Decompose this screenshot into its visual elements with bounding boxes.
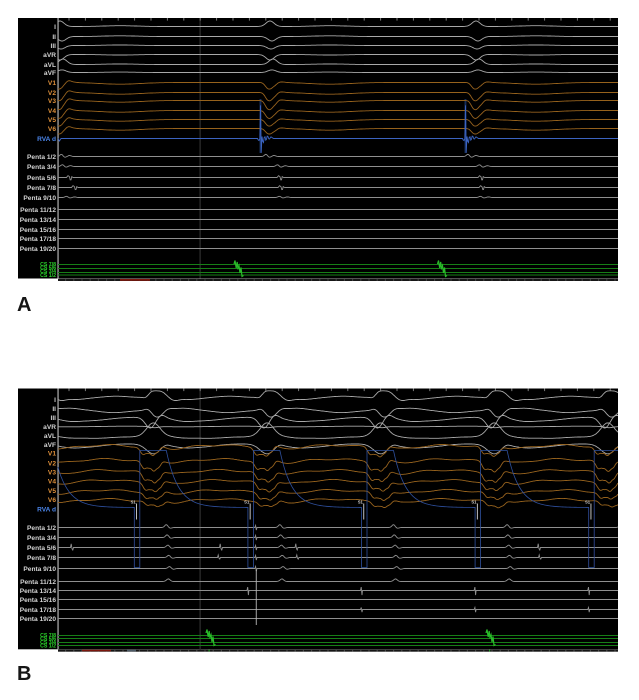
svg-text:Penta 3/4: Penta 3/4 [27,535,56,542]
svg-text:RVA d: RVA d [37,136,56,143]
svg-text:Penta 17/18: Penta 17/18 [20,236,57,243]
svg-text:B: B [17,663,31,685]
svg-text:II: II [52,406,56,413]
svg-text:Penta 13/14: Penta 13/14 [20,588,57,595]
svg-text:Penta 13/14: Penta 13/14 [20,217,57,224]
svg-text:Penta 1/2: Penta 1/2 [27,525,56,532]
svg-text:V1: V1 [48,451,56,458]
svg-text:S1: S1 [585,500,591,505]
svg-text:Penta 9/10: Penta 9/10 [23,566,56,573]
svg-text:aVF: aVF [44,70,56,77]
svg-text:III: III [51,415,57,422]
svg-text:Penta 19/20: Penta 19/20 [20,616,57,623]
svg-text:aVF: aVF [44,442,56,449]
svg-text:CS 1/2: CS 1/2 [40,273,56,279]
svg-text:Penta 17/18: Penta 17/18 [20,607,57,614]
svg-text:Penta 11/12: Penta 11/12 [20,207,56,214]
svg-text:S1: S1 [358,500,364,505]
svg-text:aVL: aVL [44,433,56,440]
svg-text:Penta 9/10: Penta 9/10 [23,195,56,202]
svg-text:V3: V3 [48,469,56,476]
svg-text:Penta 19/20: Penta 19/20 [20,246,57,253]
svg-text:CS 1/2: CS 1/2 [40,644,56,650]
svg-text:Penta 7/8: Penta 7/8 [27,555,56,562]
svg-text:V6: V6 [48,497,56,504]
svg-text:Penta 5/6: Penta 5/6 [27,175,56,182]
svg-text:V5: V5 [48,488,56,495]
svg-text:V6: V6 [48,126,56,133]
svg-text:Penta 15/16: Penta 15/16 [20,227,57,234]
svg-text:II: II [52,34,56,41]
svg-text:CS 3/4: CS 3/4 [40,640,56,646]
svg-text:V2: V2 [48,90,56,97]
svg-text:III: III [51,43,57,50]
svg-text:CS 5/6: CS 5/6 [40,265,56,271]
svg-text:Penta 7/8: Penta 7/8 [27,185,56,192]
svg-text:CS 7/8: CS 7/8 [40,633,56,639]
svg-text:I: I [54,397,56,404]
svg-text:V2: V2 [48,460,56,467]
svg-text:Penta 11/12: Penta 11/12 [20,579,56,586]
svg-text:Penta 1/2: Penta 1/2 [27,154,56,161]
svg-text:Penta 15/16: Penta 15/16 [20,597,57,604]
svg-text:RVA d: RVA d [37,507,56,514]
svg-text:V4: V4 [48,108,56,115]
svg-text:S1: S1 [244,500,250,505]
svg-text:A: A [17,294,31,316]
svg-text:V4: V4 [48,479,56,486]
svg-text:aVR: aVR [43,424,56,431]
svg-text:Penta 5/6: Penta 5/6 [27,545,56,552]
svg-text:V5: V5 [48,117,56,124]
svg-text:I: I [54,24,56,31]
svg-text:aVR: aVR [43,52,56,59]
svg-text:V1: V1 [48,80,56,87]
svg-text:V3: V3 [48,98,56,105]
svg-text:S1: S1 [131,500,137,505]
svg-text:aVL: aVL [44,62,56,69]
svg-text:CS 5/6: CS 5/6 [40,636,56,642]
svg-text:Penta 3/4: Penta 3/4 [27,164,56,171]
svg-text:CS 3/4: CS 3/4 [40,269,56,275]
svg-text:CS 7/8: CS 7/8 [40,262,56,268]
svg-text:S1: S1 [471,500,477,505]
